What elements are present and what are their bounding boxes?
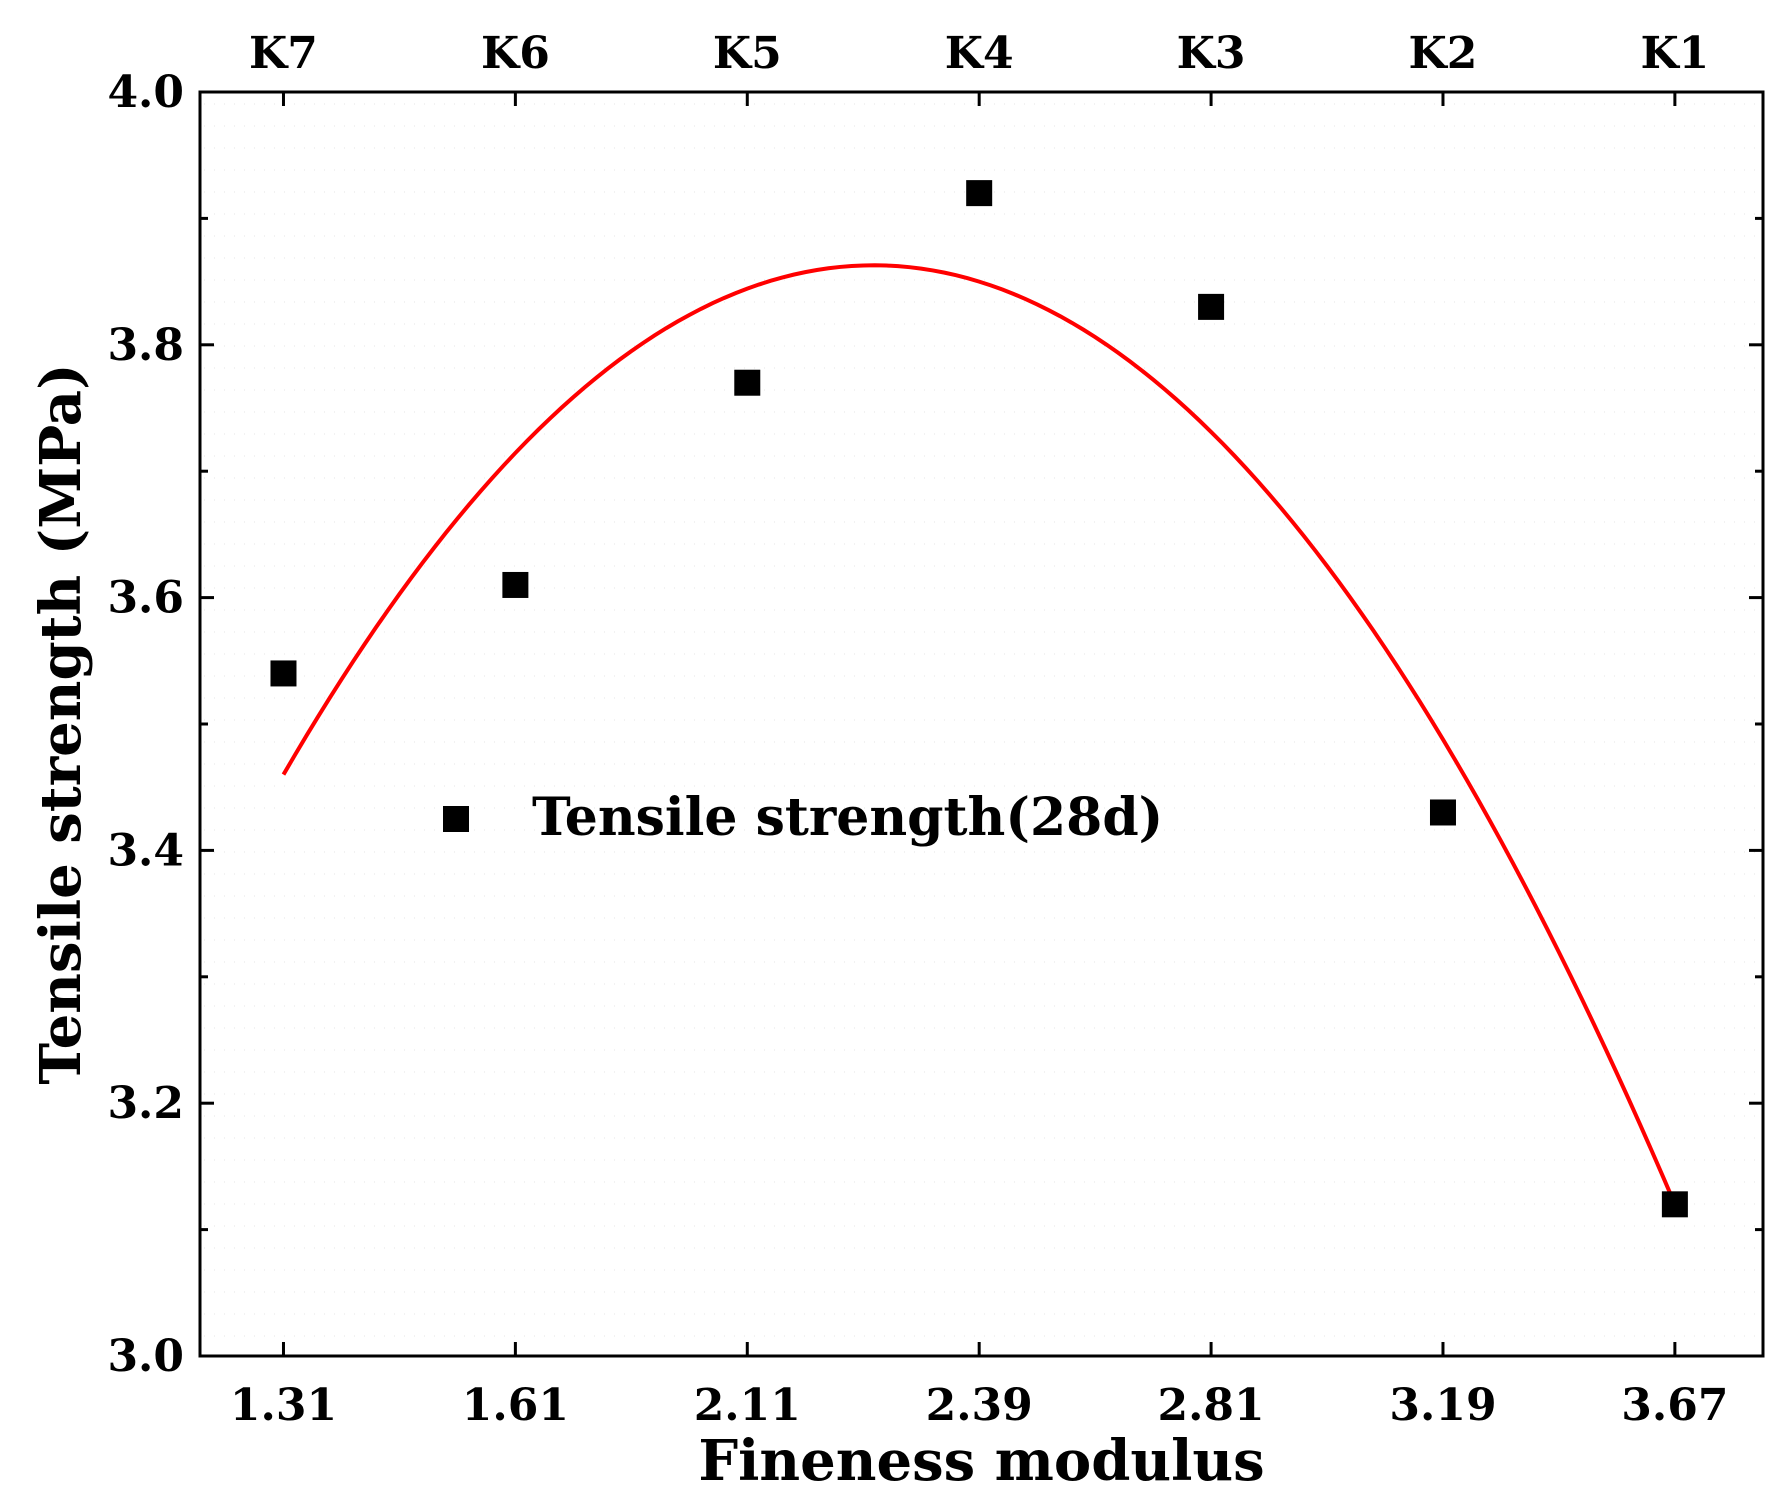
data-point (734, 369, 761, 396)
data-point (1429, 799, 1456, 826)
y-tick-label: 3.8 (107, 320, 184, 371)
legend-marker (443, 806, 469, 832)
x-axis-title: Fineness modulus (698, 1428, 1264, 1494)
x-tick-label: 3.67 (1621, 1380, 1728, 1431)
x-tick-label: 2.39 (926, 1380, 1033, 1431)
data-point (270, 660, 297, 687)
top-tick-label: K4 (945, 28, 1014, 79)
axis-layer: 1.31 K7 1.61 K6 2.11 K5 2.39 K4 2.81 K3 3.19 K2 3.67… (107, 28, 1763, 1431)
x-tick-label: 3.19 (1389, 1380, 1496, 1431)
top-tick-label: K6 (481, 28, 550, 79)
data-point (1661, 1191, 1688, 1218)
top-tick-label: K5 (713, 28, 782, 79)
data-point (966, 180, 993, 207)
legend-label: Tensile strength(28d) (532, 787, 1163, 848)
y-tick-label: 3.6 (107, 573, 184, 624)
top-tick-label: K7 (249, 28, 318, 79)
data-point (502, 571, 529, 598)
y-tick-label: 3.0 (107, 1331, 184, 1382)
fit-curve (281, 263, 1677, 1206)
y-tick-label: 3.2 (107, 1078, 184, 1129)
x-tick-label: 1.31 (230, 1380, 337, 1431)
top-tick-label: K1 (1640, 28, 1709, 79)
y-axis-title: Tensile strength (MPa) (28, 363, 94, 1084)
top-tick-label: K3 (1177, 28, 1246, 79)
y-tick-label: 3.4 (107, 825, 184, 876)
x-tick-label: 2.81 (1157, 1380, 1264, 1431)
top-tick-label: K2 (1409, 28, 1478, 79)
x-tick-label: 2.11 (694, 1380, 801, 1431)
y-tick-label: 4.0 (107, 67, 184, 118)
legend: Tensile strength(28d) (443, 787, 1163, 848)
fit-curve-layer (281, 263, 1677, 1206)
x-tick-label: 1.61 (462, 1380, 569, 1431)
data-point (1198, 293, 1225, 320)
data-points-layer (270, 180, 1688, 1218)
